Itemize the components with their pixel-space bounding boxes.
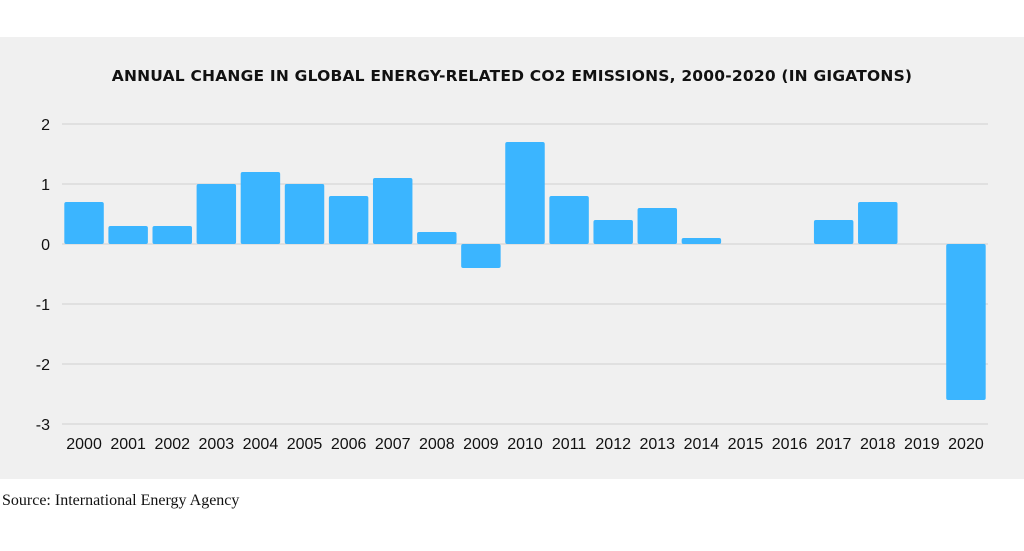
x-tick-label: 2012 — [595, 436, 631, 453]
bar-2006 — [328, 196, 369, 244]
bar-2005 — [284, 184, 325, 244]
bar-2008 — [417, 232, 457, 244]
bar-2004 — [240, 172, 281, 244]
bar-2017 — [813, 220, 854, 244]
x-tick-label: 2011 — [552, 436, 587, 453]
x-tick-label: 2020 — [948, 436, 984, 453]
x-tick-label: 2013 — [639, 436, 675, 453]
y-tick-label: 2 — [41, 117, 50, 134]
y-tick-label: -2 — [36, 357, 50, 374]
x-tick-label: 2000 — [66, 436, 102, 453]
x-tick-label: 2004 — [243, 436, 279, 453]
bar-2002 — [152, 226, 192, 244]
x-axis-ticks: 2000 2001 2002 2003 2004 2005 2006 2007 2008 2009… — [66, 436, 984, 453]
x-tick-label: 2015 — [728, 436, 764, 453]
bar-2003 — [196, 184, 237, 244]
bars — [64, 142, 986, 400]
x-tick-label: 2009 — [463, 436, 499, 453]
y-tick-label: 1 — [41, 177, 50, 194]
bar-2020 — [946, 244, 986, 400]
bar-2018 — [858, 202, 898, 244]
x-tick-label: 2006 — [331, 436, 367, 453]
bar-2012 — [593, 220, 633, 244]
bar-2007 — [372, 178, 413, 244]
y-axis-ticks: 2 1 0 -1 -2 -3 — [36, 117, 50, 434]
x-tick-label: 2014 — [684, 436, 720, 453]
bar-chart: 210-1-2-3 2000 2001 2002 2003 2004 2005 2006 20… — [36, 117, 988, 453]
x-tick-label: 2010 — [507, 436, 543, 453]
y-tick-label: 0 — [41, 237, 50, 254]
chart-title: ANNUAL CHANGE IN GLOBAL ENERGY-RELATED C… — [111, 67, 913, 85]
x-tick-label: 2001 — [110, 436, 146, 453]
x-tick-label: 2003 — [199, 436, 235, 453]
x-tick-label: 2005 — [287, 436, 323, 453]
bar-2009 — [461, 244, 501, 268]
x-tick-label: 2018 — [860, 436, 896, 453]
source-note: Source: International Energy Agency — [2, 492, 240, 509]
bar-2011 — [549, 196, 589, 244]
x-tick-label: 2017 — [816, 436, 852, 453]
chart-panel: ANNUAL CHANGE IN GLOBAL ENERGY-RELATED C… — [0, 37, 1024, 479]
bar-2010 — [505, 142, 545, 244]
x-tick-label: 2019 — [904, 436, 940, 453]
y-tick-label: -3 — [36, 417, 50, 434]
y-tick-label: -1 — [36, 297, 50, 314]
x-tick-label: 2008 — [419, 436, 455, 453]
bar-2014 — [681, 238, 722, 244]
x-tick-label: 2016 — [772, 436, 808, 453]
bar-2013 — [637, 208, 678, 244]
x-tick-label: 2002 — [154, 436, 190, 453]
bar-2001 — [108, 226, 148, 244]
bar-2000 — [64, 202, 104, 244]
x-tick-label: 2007 — [375, 436, 411, 453]
